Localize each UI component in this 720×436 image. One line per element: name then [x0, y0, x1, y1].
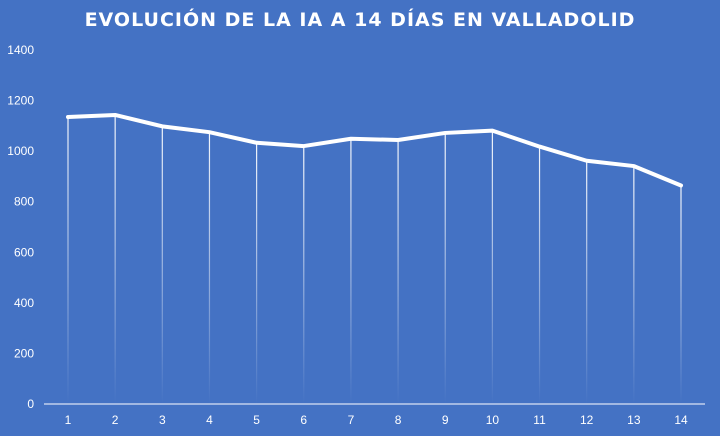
y-tick-label: 1200 — [7, 94, 34, 108]
drop-line — [114, 114, 116, 404]
x-tick-label: 10 — [486, 413, 500, 427]
drop-line — [208, 132, 211, 404]
drop-line — [538, 146, 541, 404]
y-tick-label: 1400 — [7, 43, 34, 57]
y-tick-label: 800 — [14, 195, 34, 209]
drop-line — [444, 132, 446, 405]
x-tick-label: 6 — [300, 413, 307, 427]
drop-line — [303, 146, 305, 405]
y-axis-ticks: 0 200 400 600 800 1000 1200 1400 — [7, 43, 34, 411]
x-tick-label: 9 — [442, 413, 449, 427]
y-tick-label: 1000 — [7, 144, 34, 158]
drop-line — [397, 140, 399, 404]
x-tick-label: 3 — [159, 413, 166, 427]
drop-line — [633, 166, 635, 404]
chart-title: EVOLUCIÓN DE LA IA A 14 DÍAS EN VALLADOL… — [84, 9, 636, 31]
x-tick-label: 2 — [112, 413, 119, 427]
y-tick-label: 600 — [14, 245, 34, 259]
x-tick-label: 5 — [253, 413, 260, 427]
y-tick-label: 200 — [14, 346, 34, 360]
drop-line — [350, 138, 352, 404]
drop-line — [586, 160, 588, 404]
drop-line — [161, 126, 163, 404]
x-tick-label: 14 — [674, 413, 688, 427]
x-tick-label: 8 — [395, 413, 402, 427]
drop-line — [256, 142, 258, 404]
drop-line — [491, 130, 493, 404]
y-tick-label: 400 — [14, 296, 34, 310]
x-tick-label: 12 — [580, 413, 594, 427]
x-axis-ticks: 1 2 3 4 5 6 7 8 9 10 11 12 13 14 — [65, 413, 688, 427]
x-tick-label: 11 — [533, 413, 546, 427]
x-tick-label: 4 — [206, 413, 213, 427]
series-line — [66, 112, 683, 188]
y-tick-label: 0 — [27, 397, 34, 411]
drop-line — [680, 185, 682, 404]
drop-lines — [67, 114, 682, 405]
drop-line — [67, 117, 69, 404]
x-tick-label: 7 — [348, 413, 355, 427]
x-tick-label: 1 — [65, 413, 72, 427]
x-tick-label: 13 — [627, 413, 641, 427]
